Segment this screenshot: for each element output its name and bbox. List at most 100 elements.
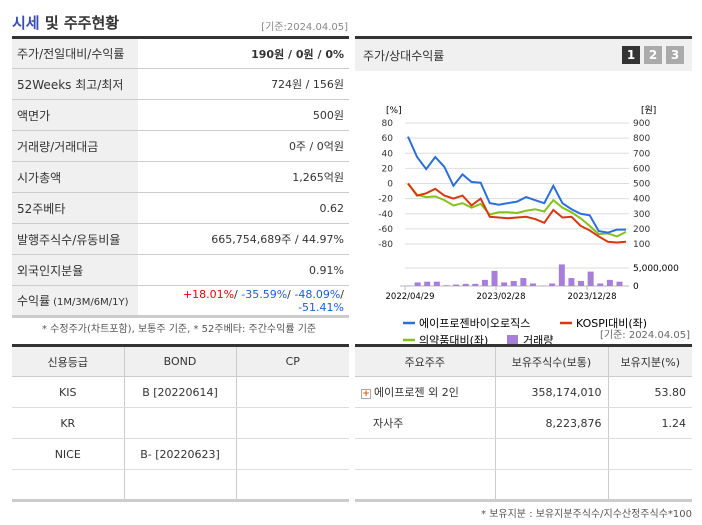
volume-bar	[414, 282, 421, 286]
credit-basis: [기준: 2024.04.05]	[599, 330, 690, 341]
holders-cell: 자사주	[355, 407, 495, 439]
info-value: 665,754,689주 / 44.97%	[138, 223, 349, 255]
returns-label-text: 수익률	[17, 294, 51, 308]
info-label: 52주베타	[12, 192, 138, 224]
table-row	[355, 469, 692, 501]
price-chart: 80 900 60 800 40 700 20 600 0 500 -20 400 -40 300 -60 2…	[378, 105, 679, 347]
legend-label: 에이프로젠바이오로직스	[419, 317, 530, 330]
holders-cell	[607, 469, 692, 501]
left-tick-label: 60	[382, 134, 394, 144]
table-row	[12, 469, 349, 501]
credit-cell-text: B [20220614]	[142, 385, 218, 399]
credit-cell-text: B- [20220623]	[140, 447, 220, 461]
credit-cell	[235, 438, 349, 470]
legend-label: KOSPI대비(좌)	[576, 317, 647, 330]
holders-cell-text: 1.24	[661, 416, 687, 430]
credit-rating-table: 신용등급 BOND CP KIS B [20220614] KR NICE B- [20220…	[12, 344, 349, 502]
return-sep: /	[287, 287, 295, 301]
returns-label: 수익률 (1M/3M/6M/1Y)	[12, 285, 138, 317]
holders-cell: 53.80	[607, 376, 692, 408]
major-holders-table: 주요주주 보유주식수(보통) 보유지분(%) + 에이프로젠 외 2인 358,174,0…	[355, 344, 692, 502]
return-r2: -35.59%	[241, 287, 288, 301]
chart-title: 주가/상대수익률	[363, 48, 445, 63]
credit-header: BOND	[123, 345, 236, 377]
holders-cell	[355, 438, 495, 470]
table-row: 자사주 8,223,876 1.24	[355, 407, 692, 439]
return-r1: +18.01%	[182, 287, 235, 301]
return-sep: /	[340, 287, 344, 301]
holders-cell	[355, 469, 495, 501]
info-label: 시가총액	[12, 161, 138, 193]
left-tick-label: -20	[378, 195, 393, 205]
page-2-button[interactable]: 2	[644, 46, 662, 64]
holders-cell-text: 358,174,010	[531, 385, 602, 399]
page-3-button[interactable]: 3	[666, 46, 684, 64]
volume-bar	[616, 281, 623, 286]
left-unit: [%]	[386, 106, 402, 116]
right-tick-label: 500	[633, 180, 650, 190]
table-row	[355, 438, 692, 470]
info-value: 190원 / 0원 / 0%	[138, 37, 349, 69]
right-tick-label: 400	[633, 195, 650, 205]
holders-cell-text: 자사주	[373, 417, 404, 430]
info-row: 주가/전일대비/수익률 190원 / 0원 / 0%	[12, 37, 349, 69]
volume-bar	[462, 283, 469, 286]
page-1-button[interactable]: 1	[622, 46, 640, 64]
holders-cell: + 에이프로젠 외 2인	[355, 376, 495, 408]
info-value: 0주 / 0억원	[138, 130, 349, 162]
volume-bar	[578, 280, 585, 286]
left-tick-label: 40	[382, 149, 394, 159]
credit-cell	[123, 469, 236, 501]
credit-cell	[235, 469, 349, 501]
info-value: 0.62	[138, 192, 349, 224]
volume-bar	[529, 283, 536, 286]
holders-cell-text: 8,223,876	[545, 416, 602, 430]
holders-cell	[494, 438, 608, 470]
info-label: 주가/전일대비/수익률	[12, 37, 138, 69]
volume-bar	[510, 280, 517, 286]
volume-bar	[424, 281, 431, 286]
right-tick-label: 800	[633, 134, 650, 144]
volume-bar	[587, 271, 594, 286]
right-unit: [원]	[641, 105, 656, 116]
volume-bar	[549, 283, 556, 286]
credit-cell-text: KIS	[59, 385, 77, 399]
credit-header: 신용등급	[12, 345, 124, 377]
holders-cell-text: 에이프로젠 외 2인	[374, 386, 459, 399]
info-row: 시가총액 1,265억원	[12, 161, 349, 193]
table-row: KR	[12, 407, 349, 439]
volume-bar	[491, 270, 498, 286]
basis-date: [기준:2024.04.05]	[261, 22, 348, 33]
holders-cell: 8,223,876	[494, 407, 608, 439]
series-line	[407, 182, 627, 244]
left-tick-label: 0	[387, 180, 393, 190]
holders-header: 보유주식수(보통)	[494, 345, 608, 377]
returns-values: +18.01%/ -35.59%/ -48.09%/ -51.41%	[138, 285, 349, 317]
expand-plus-icon[interactable]: +	[361, 389, 371, 399]
right-tick-label: 700	[633, 149, 650, 159]
legend-label: 의약품대비(좌)	[419, 333, 488, 347]
info-label: 발행주식수/유동비율	[12, 223, 138, 255]
holders-note: * 보유지분 : 보유지분주식수/지수산정주식수*100	[481, 509, 692, 520]
info-row: 액면가 500원	[12, 99, 349, 131]
info-label: 외국인지분율	[12, 254, 138, 286]
credit-cell	[12, 469, 124, 501]
info-value: 1,265억원	[138, 161, 349, 193]
legend-label: 거래량	[523, 334, 553, 347]
credit-cell: KIS	[12, 376, 124, 408]
left-tick-label: -40	[378, 210, 393, 220]
credit-cell: B- [20220623]	[123, 438, 236, 470]
info-label: 52Weeks 최고/최저	[12, 68, 138, 100]
legend-swatch	[507, 335, 518, 346]
info-row: 52주베타 0.62	[12, 192, 349, 224]
info-row: 발행주식수/유동비율 665,754,689주 / 44.97%	[12, 223, 349, 255]
credit-header: CP	[235, 345, 349, 377]
right-tick-label: 200	[633, 225, 650, 235]
credit-cell	[235, 407, 349, 439]
holders-cell	[607, 438, 692, 470]
x-tick-label: 2023/12/28	[568, 292, 617, 302]
price-info-table: 주가/전일대비/수익률 190원 / 0원 / 0% 52Weeks 최고/최저 72…	[12, 36, 349, 318]
holders-cell-text: 53.80	[654, 385, 687, 399]
